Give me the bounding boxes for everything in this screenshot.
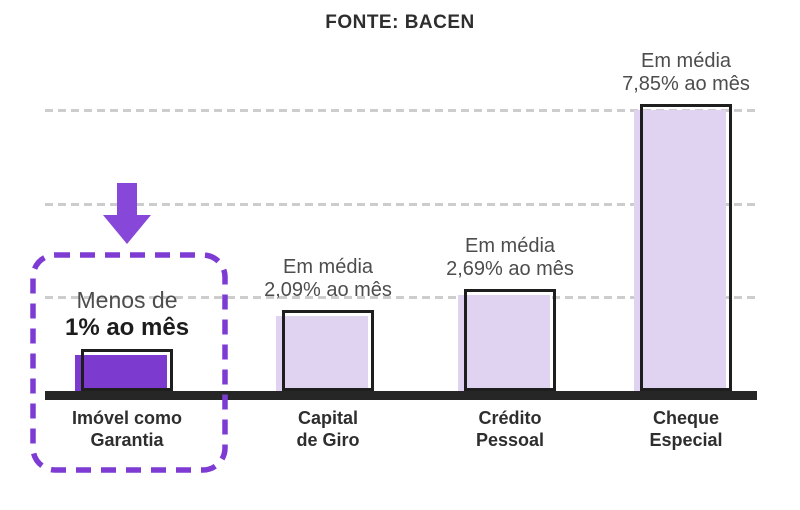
- category-label-line: Especial: [649, 429, 723, 450]
- bar-fill: [75, 355, 167, 391]
- bar-group-credito-pessoal: Em média 2,69% ao mês: [446, 0, 574, 391]
- bar-group-imovel-como-garantia: Menos de 1% ao mês: [65, 0, 189, 391]
- category-label: Crédito Pessoal: [400, 408, 620, 452]
- annotation-line: Em média: [282, 255, 374, 278]
- bar-outline: [282, 310, 374, 391]
- highlight-box: [30, 252, 228, 473]
- category-label-line: Pessoal: [475, 429, 545, 450]
- bar-annotation: Em média 7,85% ao mês: [622, 50, 750, 97]
- x-axis-line: [45, 391, 757, 400]
- down-arrow-icon: [103, 183, 151, 244]
- bar: [458, 289, 556, 391]
- bar-group-cheque-especial: Em média 7,85% ao mês: [622, 0, 750, 391]
- bar: [634, 104, 732, 391]
- annotation-line: 7,85% ao mês: [622, 73, 750, 96]
- annotation-line: Menos de: [76, 286, 178, 313]
- category-label-line: de Giro: [296, 429, 360, 450]
- bar-annotation: Menos de 1% ao mês: [65, 287, 189, 342]
- bar-group-capital-de-giro: Em média 2,09% ao mês: [264, 0, 392, 391]
- annotation-line: Em média: [464, 234, 556, 257]
- chart-title: FONTE: BACEN: [325, 12, 475, 33]
- category-label-line: Crédito: [478, 408, 542, 428]
- gridline: [45, 203, 757, 206]
- category-label-line: Capital: [297, 408, 358, 428]
- annotation-line: 2,09% ao mês: [264, 279, 392, 302]
- bar-outline: [81, 349, 173, 391]
- category-label-line: Cheque: [652, 408, 719, 428]
- gridline: [45, 296, 757, 299]
- annotation-line: 2,69% ao mês: [446, 258, 574, 281]
- bar-fill: [276, 316, 368, 391]
- category-label: Cheque Especial: [576, 408, 796, 452]
- bar-fill: [634, 110, 726, 391]
- annotation-line: 1% ao mês: [64, 313, 190, 341]
- gridline: [45, 109, 757, 112]
- bar-fill: [458, 295, 550, 391]
- bar-annotation: Em média 2,09% ao mês: [264, 256, 392, 303]
- bar-outline: [640, 104, 732, 391]
- bar: [276, 310, 374, 391]
- bar: [75, 349, 173, 391]
- category-label: Capital de Giro: [218, 408, 438, 452]
- category-label-line: Imóvel como: [71, 408, 183, 428]
- bar-annotation: Em média 2,69% ao mês: [446, 235, 574, 282]
- annotation-line: Em média: [640, 49, 732, 72]
- category-label: Imóvel como Garantia: [17, 408, 237, 452]
- bar-outline: [464, 289, 556, 391]
- category-label-line: Garantia: [90, 429, 164, 450]
